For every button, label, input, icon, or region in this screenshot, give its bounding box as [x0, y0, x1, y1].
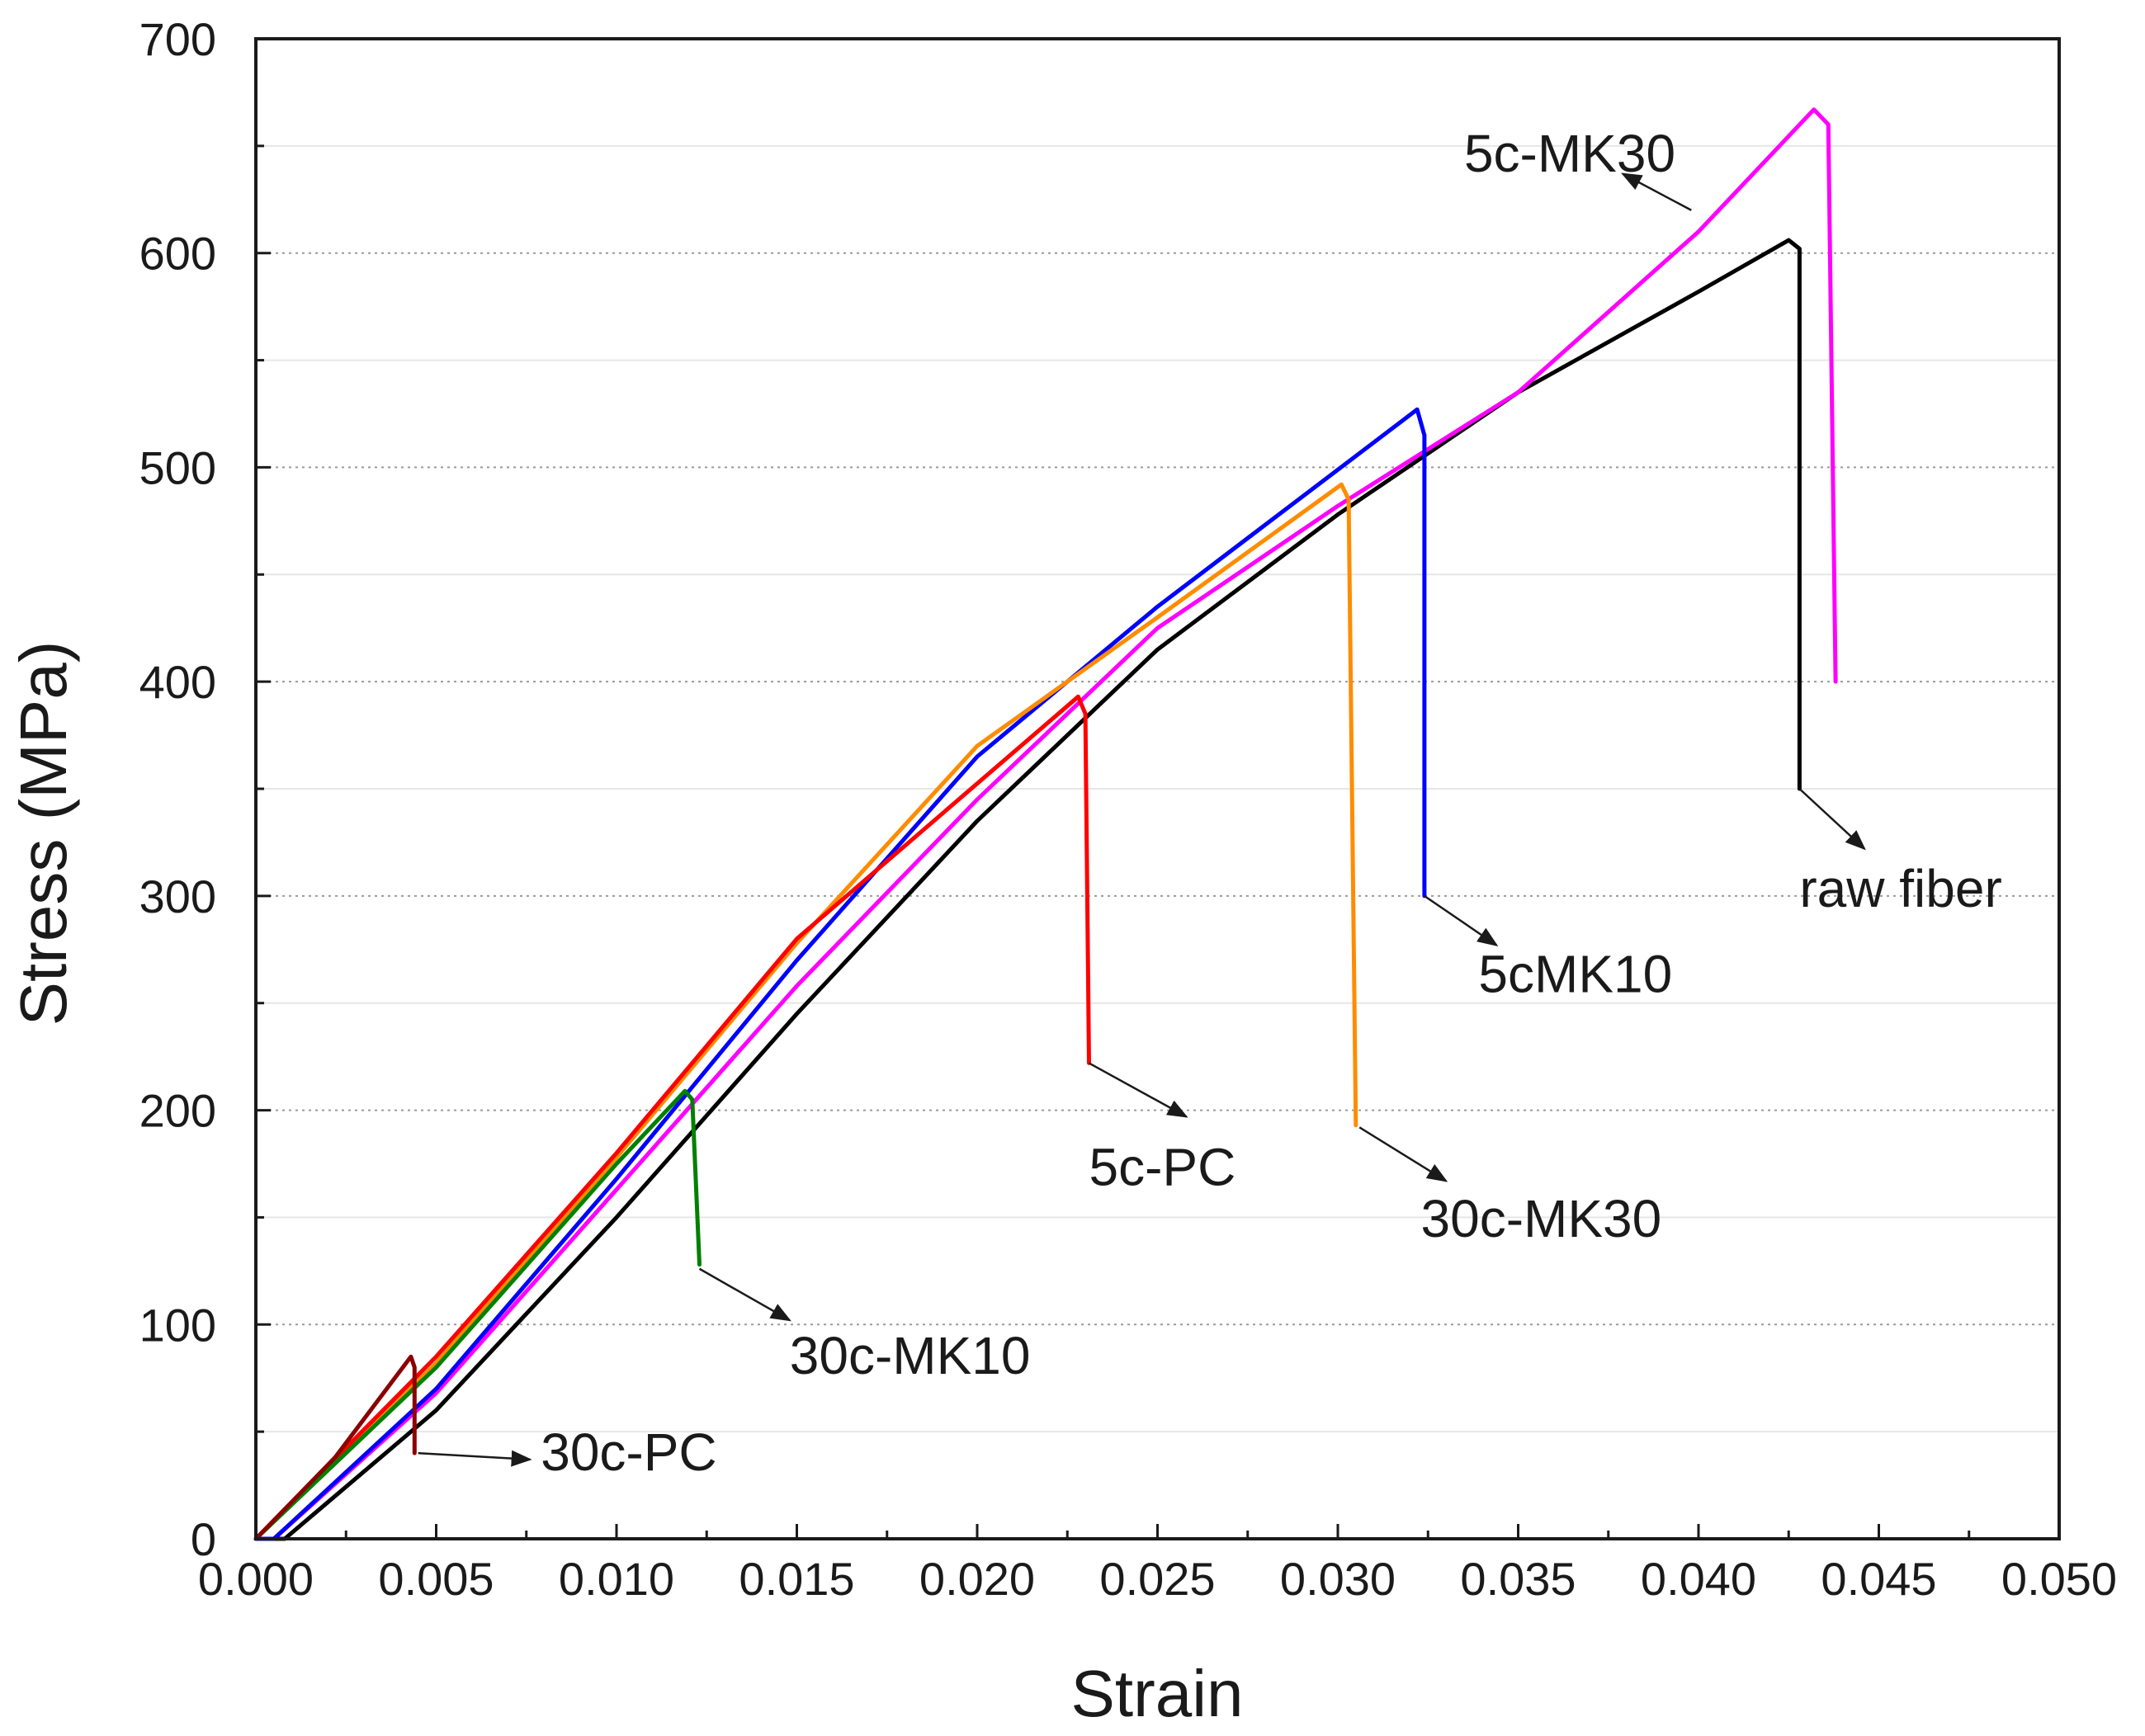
- series-line-5c-mk30: [253, 107, 1838, 1541]
- x-tick-label-5: 0.025: [1099, 1553, 1215, 1605]
- annotation-label-30c-pc: 30c-PC: [541, 1422, 716, 1482]
- series-line-5c-pc: [253, 694, 1091, 1541]
- y-tick-label-1: 100: [139, 1299, 216, 1351]
- x-tick-label-3: 0.015: [739, 1553, 854, 1605]
- annotation-arrow-raw-fiber: [1798, 788, 1866, 851]
- x-tick-label-8: 0.040: [1641, 1553, 1756, 1605]
- y-axis-title: Stress (MPa): [7, 641, 80, 1026]
- y-tick-label-7: 700: [139, 13, 216, 65]
- y-tick-label-0: 0: [191, 1513, 216, 1565]
- series-line-5cmk10: [253, 407, 1427, 1541]
- x-tick-label-4: 0.020: [919, 1553, 1035, 1605]
- x-tick-label-0: 0.000: [198, 1553, 314, 1605]
- y-tick-label-3: 300: [139, 870, 216, 922]
- series-line-30c-mk10: [253, 1088, 702, 1541]
- y-tick-label-4: 400: [139, 656, 216, 708]
- annotation-arrow-30c-mk10: [698, 1267, 791, 1322]
- y-tick-label-5: 500: [139, 441, 216, 493]
- series-annotations: 5c-MK30 raw fiber 5cMK10 30c-MK30 5c-PC 30c-M…: [418, 124, 2002, 1482]
- annotation-arrow-30c-mk30: [1358, 1126, 1448, 1182]
- series-line-30c-mk30: [253, 482, 1358, 1541]
- x-tick-label-10: 0.050: [2001, 1553, 2117, 1605]
- x-tick-label-7: 0.035: [1460, 1553, 1576, 1605]
- annotation-arrow-5cmk10: [1424, 894, 1499, 947]
- annotation-label-30c-mk30: 30c-MK30: [1421, 1189, 1662, 1248]
- grid-lines: [256, 144, 2059, 1433]
- annotation-arrow-5c-mk30: [1621, 172, 1692, 211]
- annotation-label-5cmk10: 5cMK10: [1478, 945, 1672, 1004]
- y-tick-label-2: 200: [139, 1085, 216, 1137]
- x-tick-label-9: 0.045: [1821, 1553, 1936, 1605]
- x-tick-label-2: 0.010: [559, 1553, 674, 1605]
- series-line-raw-fiber: [253, 238, 1802, 1541]
- x-tick-label-1: 0.005: [378, 1553, 494, 1605]
- data-series: [253, 107, 1838, 1541]
- series-line-30c-pc: [253, 1354, 417, 1541]
- x-tick-label-6: 0.030: [1280, 1553, 1396, 1605]
- annotation-label-30c-mk10: 30c-MK10: [790, 1326, 1031, 1385]
- y-tick-label-6: 600: [139, 228, 216, 280]
- annotation-label-raw-fiber: raw fiber: [1799, 859, 2001, 918]
- axis-ticks: 0.000 0.005 0.010 0.015 0.020 0.025 0.030 0.035…: [139, 13, 2118, 1605]
- annotation-arrow-5c-pc: [1088, 1062, 1188, 1118]
- annotation-arrow-30c-pc: [418, 1450, 532, 1467]
- x-axis-title: Strain: [1071, 1657, 1244, 1730]
- annotation-label-5c-mk30: 5c-MK30: [1464, 124, 1675, 183]
- annotation-label-5c-pc: 5c-PC: [1089, 1137, 1236, 1196]
